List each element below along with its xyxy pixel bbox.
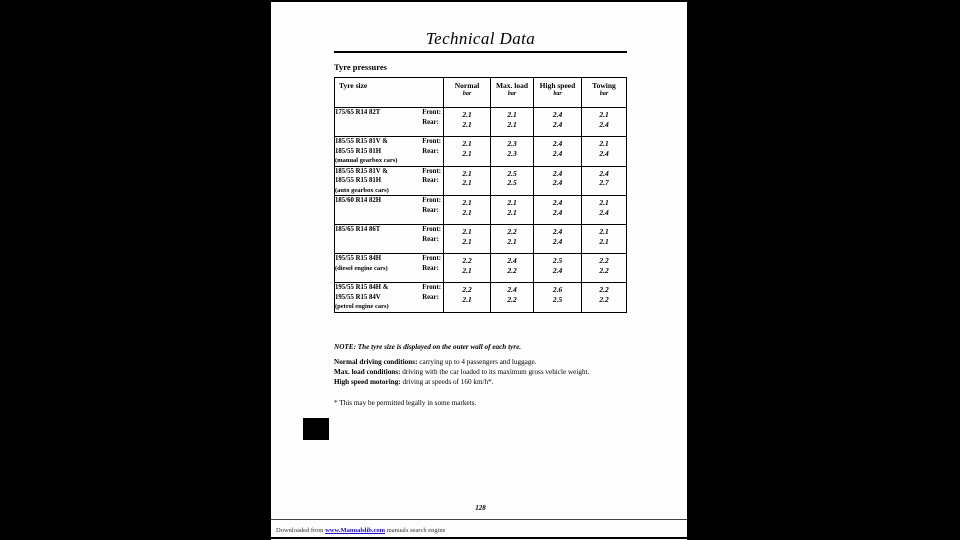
front-rear-labels: Front: Rear:: [422, 167, 441, 185]
pressure-values: 2.5 2.4: [533, 253, 582, 283]
tyre-size: 185/60 R14 82H: [335, 197, 382, 204]
tyre-pressure-table: Tyre size Normal bar Max. load bar High …: [334, 77, 627, 313]
note-label: NOTE:: [334, 343, 356, 351]
table-row: 195/55 R15 84H & 195/55 R15 84V (petrol en…: [334, 282, 627, 313]
pressure-values: 2.4 2.4: [533, 107, 582, 137]
pressure-values: 2.5 2.5: [490, 165, 534, 196]
manualslib-link[interactable]: www.Manualslib.com: [325, 527, 386, 534]
table-row: 185/65 R14 86T Front: Rear: 2.1 2.1 2.2 2.1 2.4…: [334, 224, 627, 254]
tyre-size: 185/55 R15 81V & 185/55 R15 81H (manual ge…: [335, 138, 398, 164]
condition-line: Max. load conditions: driving with the c…: [334, 368, 590, 376]
column-header-max-load: Max. load bar: [490, 77, 534, 108]
table-row: 195/55 R15 84H (diesel engine cars) Front:…: [334, 253, 627, 283]
pressure-values: 2.6 2.5: [533, 282, 582, 313]
tyre-size: 195/55 R15 84H & 195/55 R15 84V (petrol en…: [335, 284, 389, 310]
table-row: 185/55 R15 81V & 185/55 R15 81H (manual ge…: [334, 136, 627, 167]
front-rear-labels: Front: Rear:: [422, 138, 441, 155]
pressure-values: 2.1 2.4: [581, 136, 627, 167]
pressure-values: 2.4 2.4: [533, 165, 582, 196]
tyre-size: 185/55 R15 81V & 185/55 R15 81H (auto gear…: [335, 167, 389, 194]
column-header-high-speed: High speed bar: [533, 77, 582, 108]
manual-page: Technical Data Tyre pressures Tyre size …: [271, 0, 687, 540]
pressure-values: 2.4 2.4: [533, 136, 582, 167]
pressure-values: 2.1 2.4: [581, 107, 627, 137]
pressure-values: 2.4 2.4: [533, 195, 582, 225]
asterisk-note: * This may be permitted legally in some …: [334, 399, 477, 407]
column-header-normal: Normal bar: [443, 77, 491, 108]
tyre-size: 185/65 R14 86T: [335, 226, 381, 233]
pressure-values: 2.1 2.1: [443, 136, 491, 167]
table-row: 175/65 R14 82T Front: Rear: 2.1 2.1 2.1 2.1 2.4…: [334, 107, 627, 137]
front-rear-labels: Front: Rear:: [422, 255, 441, 272]
pressure-values: 2.1 2.1: [443, 165, 491, 196]
front-rear-labels: Front: Rear:: [422, 197, 441, 214]
pressure-values: 2.1 2.1: [581, 224, 627, 254]
page-bottom-border: [271, 537, 687, 539]
pressure-values: 2.1 2.1: [443, 224, 491, 254]
conditions-list: Normal driving conditions: carrying up t…: [334, 357, 634, 387]
footer-prefix: Downloaded from: [276, 527, 326, 534]
condition-line: High speed motoring: driving at speeds o…: [334, 378, 494, 386]
page-number: 128: [475, 504, 486, 512]
pressure-values: 2.4 2.2: [490, 253, 534, 283]
note-line: NOTE: The tyre size is displayed on the …: [334, 343, 627, 351]
pressure-values: 2.1 2.4: [581, 195, 627, 225]
pressure-values: 2.2 2.1: [443, 253, 491, 283]
front-rear-labels: Front: Rear:: [422, 226, 441, 243]
tyre-table-body: 175/65 R14 82T Front: Rear: 2.1 2.1 2.1 2.1 2.4…: [334, 107, 627, 313]
table-row: 185/60 R14 82H Front: Rear: 2.1 2.1 2.1 2.1 2.4…: [334, 195, 627, 225]
note-text: The tyre size is displayed on the outer …: [355, 343, 522, 351]
pressure-values: 2.1 2.1: [490, 195, 534, 225]
front-rear-labels: Front: Rear:: [422, 109, 441, 126]
pressure-values: 2.4 2.4: [533, 224, 582, 254]
footer-suffix: manuals search engine: [385, 527, 446, 534]
page-title: Technical Data: [425, 29, 536, 48]
column-header-towing: Towing bar: [581, 77, 627, 108]
condition-line: Normal driving conditions: carrying up t…: [334, 358, 537, 366]
tyre-size: 195/55 R15 84H (diesel engine cars): [335, 255, 388, 272]
column-header-tyre-size: Tyre size: [334, 77, 444, 108]
pressure-values: 2.2 2.1: [490, 224, 534, 254]
footer: Downloaded from www.Manualslib.com manua…: [276, 527, 446, 534]
pressure-values: 2.4 2.2: [490, 282, 534, 313]
title-underline: [334, 51, 627, 53]
section-tab-marker: [303, 418, 329, 440]
pressure-values: 2.3 2.3: [490, 136, 534, 167]
table-row: 185/55 R15 81V & 185/55 R15 81H (auto gear…: [334, 165, 627, 196]
front-rear-labels: Front: Rear:: [422, 284, 441, 301]
pressure-values: 2.2 2.2: [581, 253, 627, 283]
page-top-border: [271, 0, 687, 2]
pressure-values: 2.1 2.1: [443, 195, 491, 225]
tyre-size: 175/65 R14 82T: [335, 109, 381, 116]
table-header-row: Tyre size Normal bar Max. load bar High …: [334, 77, 627, 108]
section-heading: Tyre pressures: [334, 62, 387, 72]
footer-divider: [271, 519, 687, 520]
pressure-values: 2.2 2.2: [581, 282, 627, 313]
pressure-values: 2.4 2.7: [581, 165, 627, 196]
pressure-values: 2.2 2.1: [443, 282, 491, 313]
pressure-values: 2.1 2.1: [490, 107, 534, 137]
pressure-values: 2.1 2.1: [443, 107, 491, 137]
